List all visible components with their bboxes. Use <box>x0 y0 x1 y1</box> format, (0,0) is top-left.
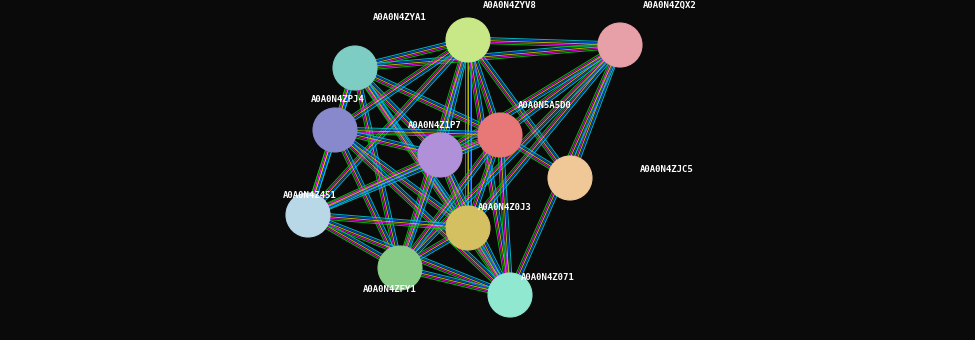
Circle shape <box>446 206 490 250</box>
Circle shape <box>313 108 357 152</box>
Text: A0A0N4ZPJ4: A0A0N4ZPJ4 <box>311 96 365 104</box>
Text: A0A0N5A5D0: A0A0N5A5D0 <box>518 101 572 109</box>
Text: A0A0N4ZFY1: A0A0N4ZFY1 <box>363 286 417 294</box>
Circle shape <box>548 156 592 200</box>
Circle shape <box>446 18 490 62</box>
Text: A0A0N4ZYA1: A0A0N4ZYA1 <box>373 14 427 22</box>
Circle shape <box>488 273 532 317</box>
Text: A0A0N4ZQX2: A0A0N4ZQX2 <box>644 0 697 10</box>
Text: A0A0N4Z1P7: A0A0N4Z1P7 <box>409 120 462 130</box>
Circle shape <box>333 46 377 90</box>
Circle shape <box>598 23 642 67</box>
Text: A0A0N4Z0J3: A0A0N4Z0J3 <box>478 204 532 212</box>
Circle shape <box>478 113 522 157</box>
Circle shape <box>378 246 422 290</box>
Text: A0A0N4ZYV8: A0A0N4ZYV8 <box>484 0 537 10</box>
Circle shape <box>286 193 330 237</box>
Text: A0A0N4ZJC5: A0A0N4ZJC5 <box>640 166 694 174</box>
Text: A0A0N4Z451: A0A0N4Z451 <box>283 190 337 200</box>
Circle shape <box>418 133 462 177</box>
Text: A0A0N4Z071: A0A0N4Z071 <box>521 273 575 283</box>
